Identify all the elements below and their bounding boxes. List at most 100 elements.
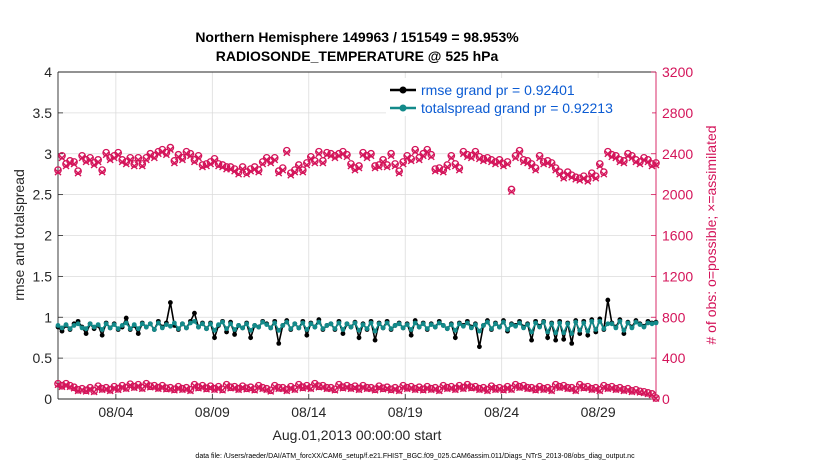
obs-assimilated-point bbox=[592, 385, 600, 393]
obs-assimilated-point bbox=[548, 161, 556, 169]
obs-assimilated-point bbox=[291, 168, 299, 176]
obs-assimilated-point bbox=[403, 385, 411, 393]
totalspread-point bbox=[188, 320, 193, 326]
totalspread-point bbox=[593, 327, 599, 332]
rmse-point bbox=[212, 335, 217, 341]
obs-assimilated-point bbox=[520, 383, 528, 391]
obs-assimilated-point bbox=[600, 383, 608, 391]
obs-assimilated-point bbox=[367, 385, 375, 393]
totalspread-point bbox=[264, 322, 270, 328]
obs-possible-point bbox=[375, 382, 383, 391]
obs-possible-point bbox=[535, 382, 544, 391]
totalspread-point bbox=[143, 324, 149, 330]
obs-possible-point bbox=[270, 381, 279, 390]
totalspread-point bbox=[376, 321, 382, 327]
obs-assimilated-point bbox=[383, 163, 391, 171]
obs-possible-point bbox=[226, 163, 235, 171]
y-axis-left-label: rmse and totalspread bbox=[11, 169, 27, 301]
obs-assimilated-point bbox=[516, 384, 524, 392]
obs-possible-point bbox=[599, 381, 608, 390]
totalspread-point bbox=[649, 321, 655, 327]
obs-assimilated-point bbox=[584, 177, 592, 185]
totalspread-point bbox=[59, 325, 65, 331]
obs-assimilated-point bbox=[239, 165, 247, 173]
obs-assimilated-point bbox=[512, 382, 520, 390]
obs-possible-point bbox=[359, 381, 367, 390]
obs-assimilated-point bbox=[487, 383, 495, 391]
obs-assimilated-point bbox=[170, 386, 178, 394]
obs-possible-point bbox=[258, 158, 267, 166]
obs-possible-point bbox=[323, 148, 331, 157]
obs-possible-point bbox=[399, 381, 408, 390]
totalspread-point bbox=[192, 318, 197, 324]
obs-assimilated-point bbox=[235, 170, 243, 178]
totalspread-point bbox=[613, 325, 619, 331]
totalspread-point bbox=[328, 321, 334, 327]
obs-possible-point bbox=[503, 382, 512, 391]
x-tick-label: 08/24 bbox=[484, 404, 519, 420]
obs-assimilated-point bbox=[58, 154, 66, 162]
totalspread-point bbox=[653, 320, 659, 326]
totalspread-point bbox=[448, 322, 454, 328]
obs-assimilated-point bbox=[427, 386, 435, 394]
obs-assimilated-point bbox=[211, 157, 219, 165]
obs-assimilated-point bbox=[166, 385, 174, 393]
totalspread-point bbox=[340, 327, 346, 332]
series-lines bbox=[55, 297, 659, 350]
obs-assimilated-point bbox=[568, 385, 576, 393]
obs-assimilated-point bbox=[572, 387, 580, 395]
totalspread-point bbox=[589, 318, 595, 324]
obs-assimilated-point bbox=[166, 146, 174, 154]
obs-assimilated-point bbox=[596, 162, 604, 170]
totalspread-point bbox=[412, 320, 418, 326]
obs-assimilated-point bbox=[395, 169, 403, 177]
obs-possible-point bbox=[495, 156, 504, 164]
totalspread-point bbox=[99, 327, 105, 332]
obs-possible-point bbox=[379, 156, 387, 164]
totalspread-point bbox=[91, 324, 97, 330]
obs-assimilated-point bbox=[198, 163, 206, 171]
obs-assimilated-point bbox=[471, 384, 479, 392]
obs-assimilated-point bbox=[620, 387, 628, 395]
obs-assimilated-point bbox=[190, 382, 198, 390]
obs-assimilated-point bbox=[536, 384, 544, 392]
obs-possible-point bbox=[278, 164, 287, 172]
totalspread-point bbox=[79, 325, 85, 331]
y-tick-right: 2400 bbox=[662, 146, 693, 162]
obs-count-markers bbox=[54, 143, 660, 402]
obs-assimilated-point bbox=[628, 388, 636, 396]
y-axis-right-label: # of obs: o=possible; ×=assimilated bbox=[703, 125, 719, 344]
obs-assimilated-point bbox=[371, 164, 379, 172]
totalspread-point bbox=[324, 323, 330, 328]
obs-assimilated-point bbox=[98, 386, 106, 394]
obs-possible-point bbox=[118, 156, 127, 164]
obs-assimilated-point bbox=[279, 385, 287, 393]
obs-possible-point bbox=[74, 167, 82, 175]
obs-assimilated-point bbox=[604, 385, 612, 393]
totalspread-point bbox=[292, 321, 298, 327]
obs-assimilated-point bbox=[455, 383, 463, 391]
obs-possible-point bbox=[270, 153, 279, 162]
obs-assimilated-point bbox=[399, 383, 407, 391]
rmse-point bbox=[561, 336, 567, 342]
obs-assimilated-point bbox=[158, 383, 166, 391]
totalspread-point bbox=[400, 325, 406, 331]
obs-assimilated-point bbox=[556, 384, 564, 392]
totalspread-point bbox=[119, 323, 125, 328]
totalspread-point bbox=[55, 323, 61, 328]
totalspread-point bbox=[489, 326, 494, 332]
totalspread-point bbox=[404, 322, 410, 328]
obs-assimilated-point bbox=[375, 163, 383, 171]
obs-assimilated-point bbox=[560, 383, 568, 391]
obs-assimilated-point bbox=[375, 383, 383, 391]
obs-assimilated-point bbox=[70, 160, 78, 168]
obs-possible-point bbox=[407, 382, 416, 391]
obs-assimilated-point bbox=[491, 386, 499, 394]
obs-assimilated-point bbox=[443, 385, 451, 393]
totalspread-point bbox=[75, 321, 81, 327]
totalspread-point bbox=[472, 322, 478, 328]
obs-possible-point bbox=[435, 164, 444, 172]
x-tick-label: 08/14 bbox=[291, 404, 326, 420]
chart-title-line2: RADIOSONDE_TEMPERATURE @ 525 hPa bbox=[216, 48, 499, 64]
obs-assimilated-point bbox=[343, 153, 351, 161]
